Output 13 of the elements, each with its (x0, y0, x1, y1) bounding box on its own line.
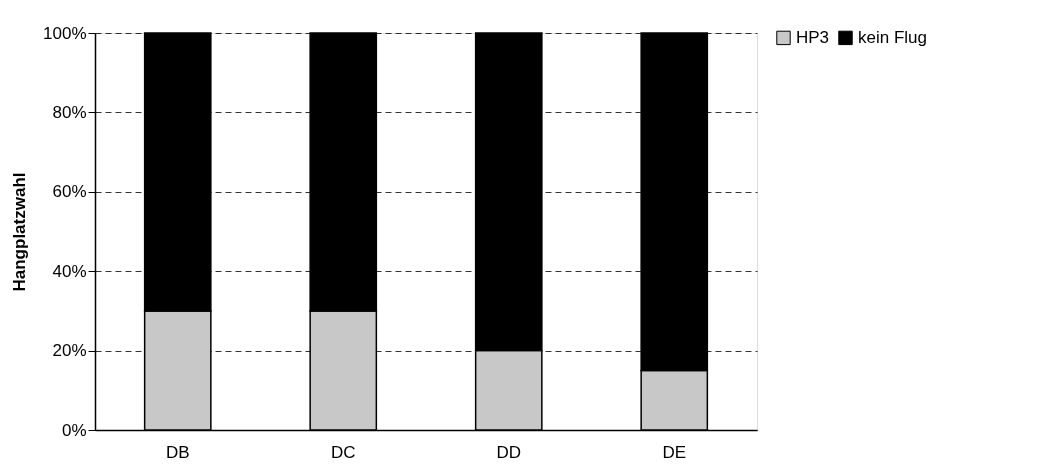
legend-label: HP3 (796, 27, 830, 47)
x-tick-label: DD (496, 442, 522, 462)
x-tick-label: DC (330, 442, 356, 462)
y-tick-label: 60% (52, 182, 87, 202)
y-tick-label: 100% (43, 23, 87, 43)
x-tick-label: DE (662, 442, 687, 462)
y-tick-label: 20% (52, 341, 87, 361)
y-tick-label: 80% (52, 102, 87, 122)
legend-label: kein Flug (858, 27, 927, 47)
y-tick-label: 0% (61, 420, 87, 440)
y-tick-label: 40% (52, 261, 87, 281)
y-axis-title: Hangplatzwahl (10, 172, 30, 292)
x-tick-label: DB (165, 442, 190, 462)
